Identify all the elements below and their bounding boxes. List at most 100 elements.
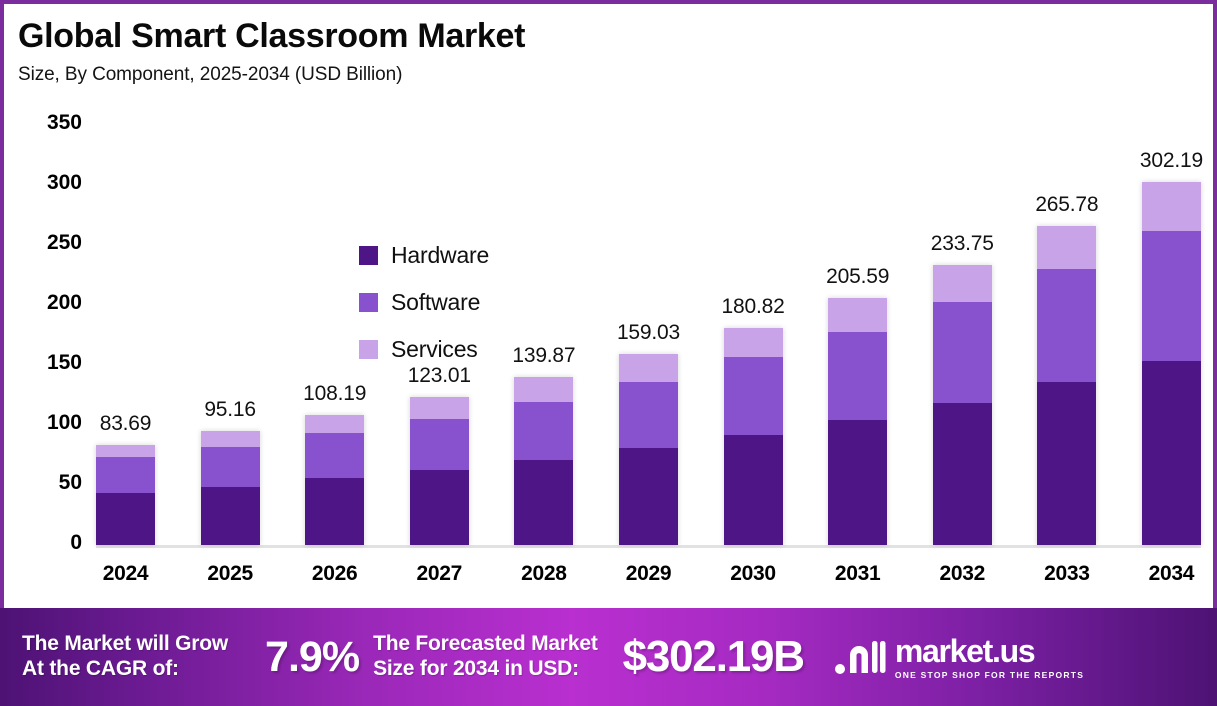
bar-segment-services[interactable]: [828, 298, 888, 332]
page-title: Global Smart Classroom Market: [18, 17, 526, 55]
bar-segment-hardware[interactable]: [828, 419, 888, 545]
x-axis-tick: 2025: [207, 562, 253, 585]
bar-segment-services[interactable]: [1141, 182, 1201, 232]
bar-column[interactable]: 83.69: [96, 125, 155, 545]
y-axis-tick: 100: [46, 411, 82, 434]
bar-segment-software[interactable]: [932, 301, 992, 403]
stacked-bar[interactable]: [1037, 226, 1097, 545]
bar-value-label: 180.82: [721, 295, 785, 319]
legend-swatch-hardware: [359, 246, 378, 265]
logo-name: market.us: [894, 632, 1036, 669]
stacked-bar[interactable]: [514, 377, 574, 545]
bars-area: 83.69 95.16 108.19 123.01 139.87 159.03 180.82…: [96, 114, 1203, 554]
bar-column[interactable]: 265.78: [1035, 125, 1099, 545]
bar-segment-software[interactable]: [723, 356, 783, 435]
cagr-value: 7.9%: [265, 632, 360, 681]
bar-segment-services[interactable]: [618, 354, 678, 383]
stacked-bar[interactable]: [305, 415, 365, 545]
bar-segment-software[interactable]: [1037, 269, 1097, 382]
stacked-bar[interactable]: [618, 354, 678, 545]
bar-column[interactable]: 180.82: [721, 125, 785, 545]
bar-segment-software[interactable]: [514, 401, 574, 460]
bar-segment-hardware[interactable]: [932, 402, 992, 545]
market-us-logo-icon: [834, 641, 886, 674]
market-us-logo[interactable]: market.us ONE STOP SHOP FOR THE REPORTS: [834, 635, 1084, 680]
stacked-bar[interactable]: [932, 264, 992, 545]
legend-label: Services: [391, 336, 478, 362]
chart-subtitle: Size, By Component, 2025-2034 (USD Billi…: [18, 64, 403, 86]
x-axis-tick: 2028: [521, 562, 567, 585]
bar-value-label: 205.59: [826, 265, 890, 289]
bar-column[interactable]: 123.01: [408, 125, 471, 545]
bar-segment-hardware[interactable]: [1141, 360, 1201, 545]
y-axis-tick: 300: [46, 171, 82, 194]
chart-legend: Hardware Software Services: [359, 242, 489, 383]
bar-segment-services[interactable]: [723, 328, 783, 357]
x-axis-tick: 2030: [730, 562, 776, 585]
bar-segment-services[interactable]: [409, 397, 469, 419]
y-axis-tick: 150: [46, 351, 82, 374]
forecast-value: $302.19B: [622, 632, 805, 681]
bar-segment-software[interactable]: [96, 457, 155, 494]
y-axis: 0 50 100 150 200 250 300 350: [4, 111, 90, 554]
bar-value-label: 95.16: [204, 397, 256, 421]
legend-swatch-software: [359, 293, 378, 312]
bar-segment-software[interactable]: [1141, 231, 1201, 361]
bar-segment-services[interactable]: [932, 264, 992, 302]
stacked-bar[interactable]: [200, 430, 260, 545]
legend-label: Hardware: [391, 242, 490, 268]
bar-segment-hardware[interactable]: [723, 434, 783, 545]
y-axis-tick: 50: [58, 471, 82, 494]
x-axis: 2024 2025 2026 2027 2028 2029 2030 2031 2032 2033…: [96, 562, 1201, 586]
bar-segment-hardware[interactable]: [200, 486, 260, 545]
bar-segment-hardware[interactable]: [618, 447, 678, 545]
bar-column[interactable]: 95.16: [200, 125, 260, 545]
legend-swatch-services: [359, 340, 378, 359]
bar-segment-hardware[interactable]: [305, 478, 365, 545]
legend-item[interactable]: Software: [359, 289, 489, 316]
bar-column[interactable]: 205.59: [826, 125, 890, 545]
bar-segment-software[interactable]: [305, 432, 365, 479]
bar-value-label: 139.87: [512, 344, 576, 368]
bar-column[interactable]: 139.87: [512, 125, 576, 545]
bar-segment-software[interactable]: [200, 446, 260, 487]
legend-label: Software: [391, 289, 481, 315]
bar-segment-software[interactable]: [828, 331, 888, 420]
forecast-label: The Forecasted Market Size for 2034 in U…: [373, 632, 598, 680]
bar-segment-services[interactable]: [514, 377, 574, 402]
legend-item[interactable]: Hardware: [359, 242, 489, 269]
bar-column[interactable]: 233.75: [930, 125, 994, 545]
bar-segment-hardware[interactable]: [409, 469, 469, 545]
x-axis-tick: 2032: [939, 562, 986, 585]
stacked-bar[interactable]: [1141, 182, 1201, 545]
bar-segment-services[interactable]: [305, 415, 365, 433]
bar-column[interactable]: 302.19: [1140, 125, 1203, 545]
bar-group: 83.69 95.16 108.19 123.01 139.87 159.03 180.82…: [96, 125, 1203, 545]
bar-column[interactable]: 108.19: [303, 125, 366, 545]
legend-item[interactable]: Services: [359, 336, 489, 363]
x-axis-baseline: [96, 545, 1201, 548]
bar-segment-software[interactable]: [409, 418, 469, 470]
y-axis-tick: 250: [46, 231, 82, 254]
x-axis-tick: 2033: [1044, 562, 1090, 585]
chart-plot-area: 0 50 100 150 200 250 300 350 Hardware Software Se…: [4, 111, 1213, 604]
bar-value-label: 233.75: [930, 231, 994, 255]
stacked-bar[interactable]: [828, 298, 888, 545]
bar-segment-hardware[interactable]: [1037, 381, 1097, 545]
cagr-label: The Market will Grow At the CAGR of:: [22, 632, 229, 680]
x-axis-tick: 2024: [102, 562, 149, 585]
bar-segment-software[interactable]: [618, 382, 678, 448]
x-axis-tick: 2031: [834, 562, 881, 585]
footer-banner: The Market will Grow At the CAGR of: 7.9…: [0, 608, 1217, 706]
stacked-bar[interactable]: [96, 444, 155, 545]
bar-segment-hardware[interactable]: [514, 459, 574, 545]
bar-segment-hardware[interactable]: [96, 493, 155, 545]
stacked-bar[interactable]: [409, 397, 469, 545]
bar-segment-services[interactable]: [1037, 226, 1097, 270]
bar-column[interactable]: 159.03: [617, 125, 680, 545]
x-axis-tick: 2027: [416, 562, 463, 585]
bar-segment-services[interactable]: [200, 430, 260, 447]
y-axis-tick: 0: [70, 531, 82, 554]
bar-segment-services[interactable]: [96, 444, 155, 458]
stacked-bar[interactable]: [723, 328, 783, 545]
